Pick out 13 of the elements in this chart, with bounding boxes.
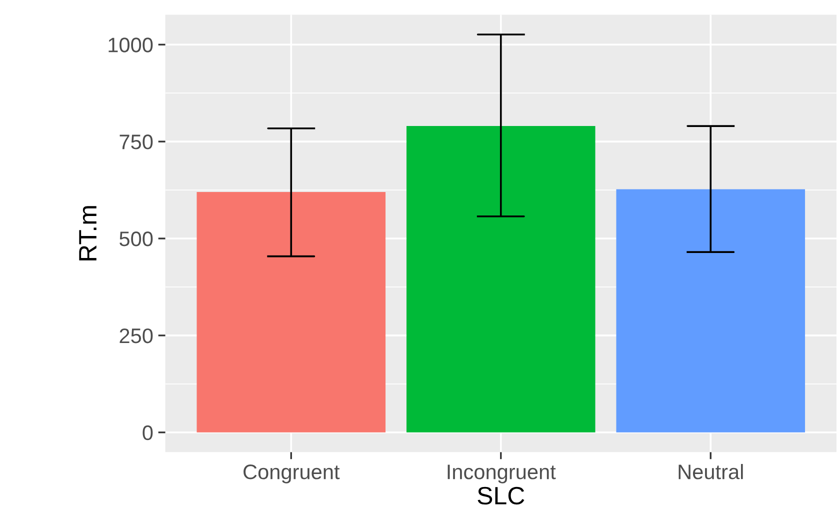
x-tick-label: Incongruent: [448, 464, 556, 484]
x-axis-title: SLC: [478, 486, 524, 505]
y-tick-label: 250: [120, 328, 153, 344]
bar: [406, 126, 596, 432]
y-tick-label: 500: [120, 232, 153, 246]
x-tick-label: Congruent: [244, 464, 340, 484]
y-tick-label: 1000: [108, 38, 153, 52]
bar: [196, 192, 386, 432]
y-tick-label: 0: [142, 425, 153, 440]
bar: [616, 189, 806, 432]
x-tick-label: Neutral: [678, 464, 743, 480]
y-axis-title: RT.m: [79, 206, 96, 260]
y-tick-label: 750: [120, 134, 153, 150]
